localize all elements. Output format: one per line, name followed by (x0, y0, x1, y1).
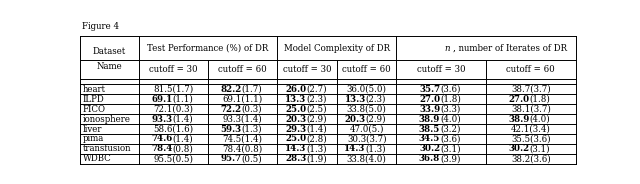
Text: (0.8): (0.8) (172, 144, 193, 153)
Text: 93.3(1.4): 93.3(1.4) (223, 115, 262, 124)
Text: (2.9): (2.9) (365, 115, 387, 124)
Text: 95.5(0.5): 95.5(0.5) (153, 154, 193, 163)
Text: 58.6(1.6): 58.6(1.6) (153, 125, 193, 134)
Text: 38.9: 38.9 (509, 115, 530, 124)
Text: 33.9: 33.9 (419, 105, 440, 114)
Text: Name: Name (97, 61, 122, 70)
Text: (2.9): (2.9) (306, 115, 327, 124)
Text: (4.0): (4.0) (530, 115, 550, 124)
Text: 14.3: 14.3 (285, 144, 306, 153)
Text: 35.7: 35.7 (419, 85, 440, 94)
Text: (1.7): (1.7) (242, 85, 262, 94)
Text: (3.3): (3.3) (440, 105, 460, 114)
Text: 38.1(3.7): 38.1(3.7) (511, 105, 551, 114)
Text: 82.2: 82.2 (220, 85, 242, 94)
Text: 13.3: 13.3 (344, 95, 365, 104)
Text: 26.0: 26.0 (285, 85, 306, 94)
Text: 25.0: 25.0 (285, 135, 306, 144)
Text: cutoff = 60: cutoff = 60 (342, 65, 391, 74)
Text: 42.1(3.4): 42.1(3.4) (511, 125, 551, 134)
Text: 30.3(3.7): 30.3(3.7) (347, 135, 387, 144)
Text: 69.1: 69.1 (151, 95, 172, 104)
Text: (2.3): (2.3) (365, 95, 386, 104)
Text: 72.2: 72.2 (221, 105, 242, 114)
Text: FICO: FICO (83, 105, 106, 114)
Text: 38.2(3.6): 38.2(3.6) (511, 154, 551, 163)
Text: (1.4): (1.4) (306, 125, 327, 134)
Text: Model Complexity of DR: Model Complexity of DR (284, 44, 390, 53)
Text: 30.2: 30.2 (419, 144, 440, 153)
Text: cutoff = 60: cutoff = 60 (506, 65, 556, 74)
Text: WDBC: WDBC (83, 154, 111, 163)
Text: (1.4): (1.4) (172, 115, 193, 124)
Text: (2.5): (2.5) (306, 105, 327, 114)
Text: liver: liver (83, 125, 102, 134)
Text: 38.7(3.7): 38.7(3.7) (511, 85, 551, 94)
Text: transfusion: transfusion (83, 144, 131, 153)
Text: 93.3: 93.3 (151, 115, 172, 124)
Text: heart: heart (83, 85, 106, 94)
Text: 69.1(1.1): 69.1(1.1) (223, 95, 263, 104)
Text: 33.8(5.0): 33.8(5.0) (347, 105, 387, 114)
Text: Test Performance (%) of DR: Test Performance (%) of DR (147, 44, 269, 53)
Text: (1.1): (1.1) (172, 95, 193, 104)
Text: 38.9: 38.9 (419, 115, 440, 124)
Text: 72.1(0.3): 72.1(0.3) (153, 105, 193, 114)
Text: 28.3: 28.3 (285, 154, 306, 163)
Text: (3.6): (3.6) (440, 85, 461, 94)
Text: 13.3: 13.3 (285, 95, 306, 104)
Text: 14.3: 14.3 (344, 144, 365, 153)
Text: 29.3: 29.3 (285, 125, 306, 134)
Text: ILPD: ILPD (83, 95, 104, 104)
Text: (1.4): (1.4) (172, 135, 193, 144)
Text: (2.8): (2.8) (306, 135, 327, 144)
Text: 74.5(1.4): 74.5(1.4) (223, 135, 262, 144)
Text: 95.7: 95.7 (221, 154, 242, 163)
Text: ionosphere: ionosphere (83, 115, 131, 124)
Text: (0.5): (0.5) (242, 154, 262, 163)
Text: (3.1): (3.1) (440, 144, 461, 153)
Text: (3.2): (3.2) (440, 125, 461, 134)
Text: n: n (444, 44, 449, 53)
Text: 78.4(0.8): 78.4(0.8) (223, 144, 263, 153)
Text: cutoff = 30: cutoff = 30 (149, 65, 198, 74)
Text: (1.3): (1.3) (365, 144, 387, 153)
Text: , number of Iterates of DR: , number of Iterates of DR (453, 44, 567, 53)
Text: 27.0: 27.0 (419, 95, 440, 104)
Text: 81.5(1.7): 81.5(1.7) (153, 85, 193, 94)
Text: cutoff = 60: cutoff = 60 (218, 65, 267, 74)
Text: 38.5: 38.5 (419, 125, 440, 134)
Text: (3.9): (3.9) (440, 154, 461, 163)
Text: (3.6): (3.6) (440, 135, 461, 144)
Text: (2.3): (2.3) (306, 95, 326, 104)
Text: 59.3: 59.3 (221, 125, 242, 134)
Text: 78.4: 78.4 (151, 144, 172, 153)
Text: Figure 4: Figure 4 (83, 22, 120, 31)
Text: (2.7): (2.7) (306, 85, 327, 94)
Text: 36.8: 36.8 (419, 154, 440, 163)
Text: 34.5: 34.5 (419, 135, 440, 144)
Text: (1.3): (1.3) (242, 125, 262, 134)
Text: Dataset: Dataset (93, 47, 126, 56)
Text: 25.0: 25.0 (285, 105, 306, 114)
Text: 20.3: 20.3 (344, 115, 365, 124)
Text: 30.2: 30.2 (509, 144, 530, 153)
Text: (1.3): (1.3) (306, 144, 327, 153)
Text: 36.0(5.0): 36.0(5.0) (347, 85, 387, 94)
Text: (1.9): (1.9) (306, 154, 327, 163)
Text: (0.3): (0.3) (242, 105, 262, 114)
Text: 35.5(3.6): 35.5(3.6) (511, 135, 550, 144)
Text: 33.8(4.0): 33.8(4.0) (347, 154, 387, 163)
Text: 27.0: 27.0 (509, 95, 530, 104)
Text: cutoff = 30: cutoff = 30 (417, 65, 465, 74)
Text: (3.1): (3.1) (530, 144, 550, 153)
Text: pima: pima (83, 135, 104, 144)
Text: (1.8): (1.8) (440, 95, 461, 104)
Text: (1.8): (1.8) (530, 95, 551, 104)
Text: (4.0): (4.0) (440, 115, 461, 124)
Text: cutoff = 30: cutoff = 30 (283, 65, 332, 74)
Text: 20.3: 20.3 (285, 115, 306, 124)
Text: 74.6: 74.6 (151, 135, 172, 144)
Text: 47.0(5.): 47.0(5.) (349, 125, 384, 134)
